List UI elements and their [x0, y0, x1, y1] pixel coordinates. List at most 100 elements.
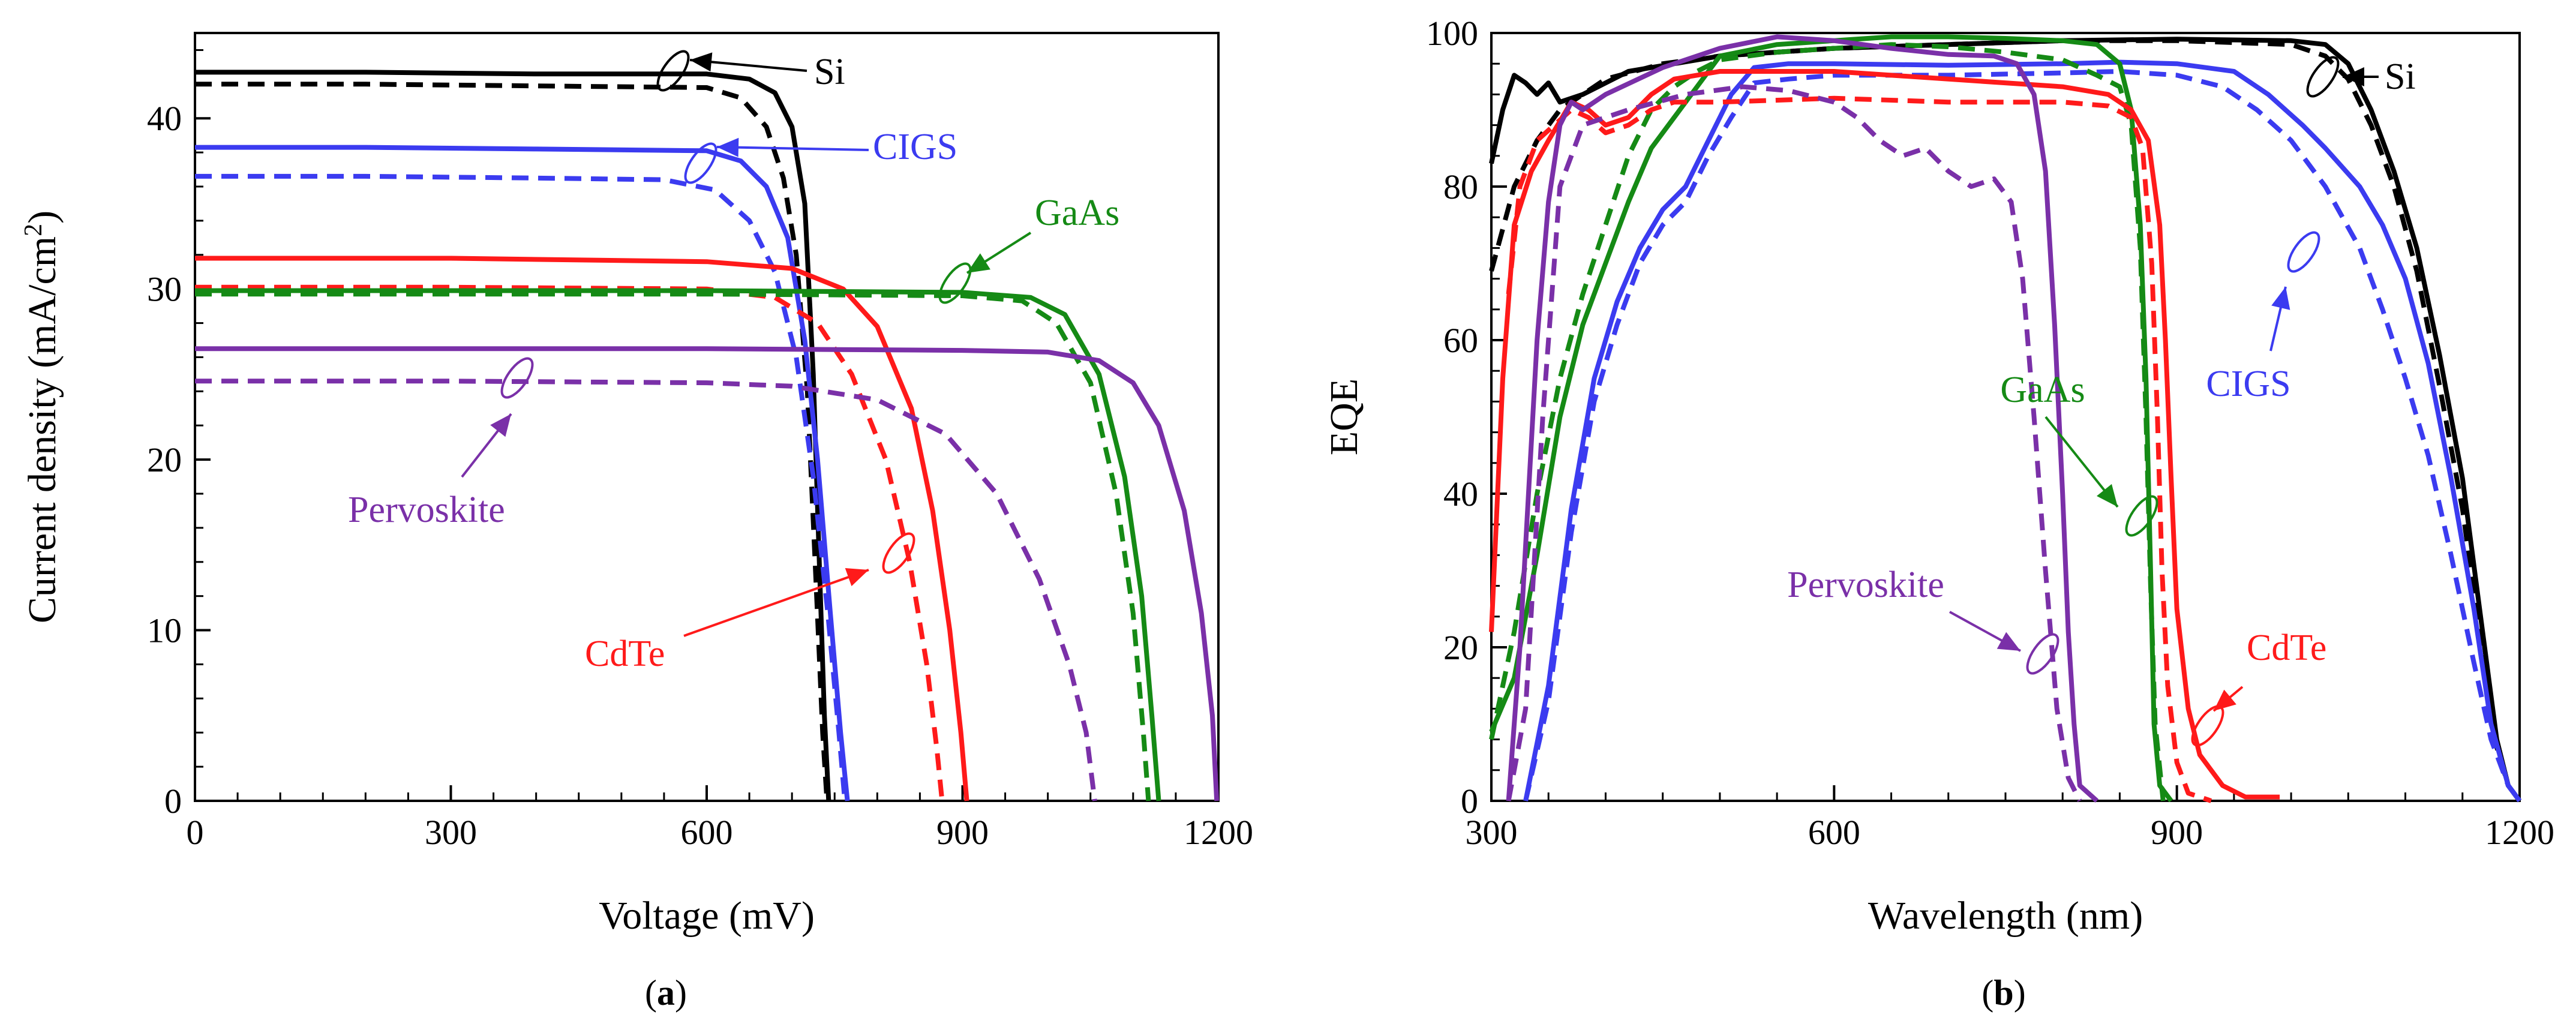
series-cigs-dashed: [1523, 69, 2522, 803]
series-cdte-dashed: [195, 284, 945, 801]
panel-a-series: [195, 70, 1220, 801]
series-si-dashed: [1489, 38, 2522, 803]
y-tick-label: 0: [1461, 782, 1478, 821]
cigs-label-text: CIGS: [2206, 364, 2290, 404]
x-tick-label: 1200: [2485, 813, 2554, 852]
gaas-label-text: GaAs: [2000, 370, 2085, 410]
panel-b-plot-frame: [1490, 32, 2521, 802]
series-si-solid: [195, 70, 831, 801]
gaas-label-text: GaAs: [1035, 193, 1119, 233]
series-pervoskite-solid: [1506, 34, 2099, 803]
series-si-solid: [1489, 37, 2522, 803]
gaas-label-curve-marker: [2125, 495, 2158, 537]
cdte-label: CdTe: [2191, 627, 2326, 747]
si-label: Si: [656, 50, 845, 92]
series-si-dashed: [195, 82, 830, 801]
panel-b-x-axis-label: Wavelength (nm): [1868, 894, 2143, 938]
y-tick-label: 80: [1443, 167, 1478, 206]
si-label-text: Si: [814, 52, 845, 92]
panel-a-y-axis-label: Current density (mA/cm2): [20, 211, 64, 623]
y-tick-label: 10: [147, 611, 182, 650]
series-cigs-dashed: [195, 173, 848, 801]
cdte-label-text: CdTe: [585, 633, 665, 674]
cdte-label-arrow-line: [683, 569, 869, 637]
cigs-label: CIGS: [684, 127, 957, 184]
si-label-curve-marker: [656, 50, 690, 92]
gaas-label-arrow-head: [967, 253, 990, 273]
gaas-label: GaAs: [938, 193, 1119, 304]
panel-b-caption: (b): [1981, 973, 2025, 1013]
panel-a-tick-labels: 0 300 600 900 1200 0 10 20 30 40: [147, 99, 1253, 852]
gaas-label-curve-marker: [938, 262, 972, 304]
y-tick-label: 60: [1443, 321, 1478, 360]
series-cigs-solid: [195, 145, 850, 801]
cigs-label-curve-marker: [2287, 231, 2320, 273]
series-pervoskite-solid: [195, 346, 1220, 801]
series-gaas-dashed: [1489, 42, 2166, 801]
x-tick-label: 900: [936, 813, 989, 852]
pervoskite-label-arrow-head: [490, 414, 511, 437]
si-label-arrow-head: [690, 52, 713, 72]
panel-b-tick-labels: 300 600 900 1200 0 20 40 60 80 100: [1426, 14, 2554, 852]
cigs-label: CIGS: [2206, 231, 2320, 404]
series-gaas-solid: [1489, 34, 2173, 803]
series-cigs-solid: [1523, 59, 2522, 803]
cigs-label-arrow-line: [716, 146, 869, 151]
pervoskite-label: Pervoskite: [348, 357, 534, 530]
cdte-label-curve-marker: [882, 532, 915, 574]
x-tick-label: 0: [187, 813, 204, 852]
cdte-label-text: CdTe: [2247, 627, 2326, 668]
panel-b-series: [1489, 34, 2522, 803]
series-pervoskite-dashed: [1506, 84, 2082, 802]
pervoskite-label-arrow-head: [1996, 632, 2020, 651]
series-cdte-solid: [195, 256, 969, 801]
panel-a-x-axis-label: Voltage (mV): [599, 894, 815, 938]
x-tick-label: 600: [681, 813, 733, 852]
series-cdte-solid: [1489, 69, 2280, 800]
cdte-label-arrow-head: [845, 568, 869, 587]
series-gaas-dashed: [195, 292, 1151, 801]
cigs-label-arrow-head: [2271, 287, 2290, 310]
cdte-label-curve-marker: [2191, 705, 2224, 747]
x-tick-label: 300: [425, 813, 477, 852]
panel-a-jv-chart: 0 300 600 900 1200 0 10 20 30 40 Si CIGS GaAs Pervos…: [20, 32, 1253, 1013]
si-label-arrow-head: [2343, 67, 2364, 86]
si-label-curve-marker: [2306, 56, 2340, 98]
y-tick-label: 100: [1426, 14, 1478, 53]
panel-b-y-axis-label: EQE: [1322, 379, 1366, 455]
panel-a-caption: (a): [645, 973, 687, 1013]
x-tick-label: 1200: [1184, 813, 1253, 852]
x-tick-label: 600: [1808, 813, 1860, 852]
si-label-text: Si: [2385, 56, 2416, 97]
pervoskite-label-curve-marker: [2026, 633, 2059, 675]
cigs-label-arrow-head: [717, 137, 739, 157]
y-tick-label: 20: [1443, 628, 1478, 667]
gaas-label: GaAs: [2000, 370, 2158, 537]
panel-a-ticks: [194, 49, 1220, 802]
y-tick-label: 30: [147, 270, 182, 309]
cigs-label-curve-marker: [684, 142, 717, 184]
pervoskite-label-text: Pervoskite: [348, 490, 505, 530]
series-cdte-dashed: [1506, 95, 2212, 803]
y-tick-label: 40: [147, 99, 182, 138]
x-tick-label: 900: [2151, 813, 2203, 852]
panel-b-annotations: Si CIGS GaAs Pervoskite CdTe: [1787, 56, 2416, 747]
panel-b-ticks: [1490, 32, 2521, 802]
pervoskite-label-curve-marker: [500, 357, 534, 399]
panel-b-eqe-chart: 300 600 900 1200 0 20 40 60 80 100 Si CIGS GaAs Perv…: [1322, 14, 2554, 1013]
y-tick-label: 20: [147, 440, 182, 479]
x-tick-label: 300: [1466, 813, 1518, 852]
cigs-label-text: CIGS: [873, 127, 957, 167]
series-pervoskite-dashed: [195, 379, 1097, 801]
pervoskite-label: Pervoskite: [1787, 564, 2059, 675]
pervoskite-label-text: Pervoskite: [1787, 564, 1944, 605]
series-gaas-solid: [195, 288, 1161, 801]
cdte-label-arrow-head: [2214, 689, 2236, 711]
si-label: Si: [2306, 56, 2416, 98]
gaas-label-arrow-head: [2097, 484, 2118, 507]
cdte-label: CdTe: [585, 532, 915, 674]
panel-a-annotations: Si CIGS GaAs Pervoskite CdTe: [348, 50, 1119, 674]
y-tick-label: 40: [1443, 475, 1478, 513]
y-tick-label: 0: [164, 782, 182, 821]
